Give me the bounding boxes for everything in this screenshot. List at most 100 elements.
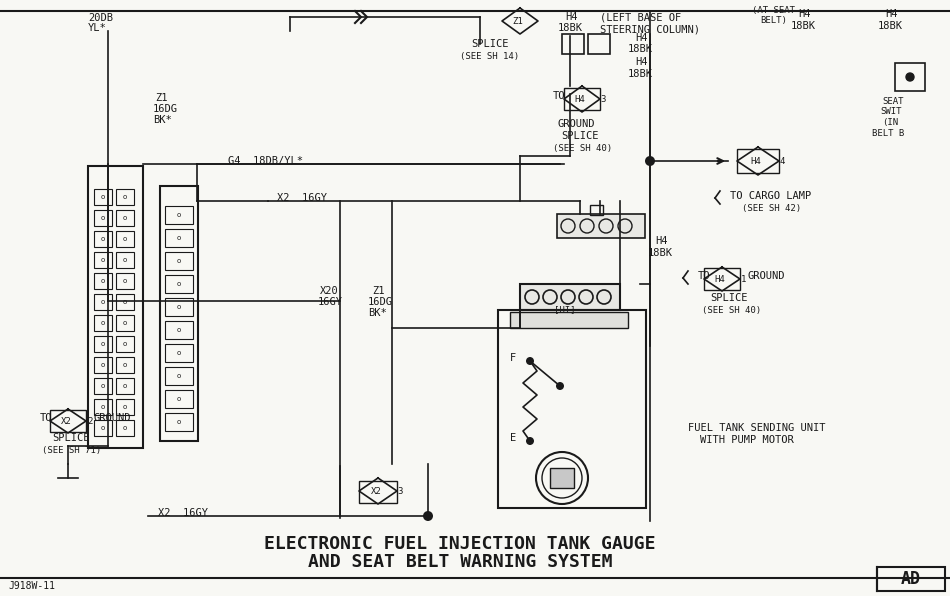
Text: 16DG: 16DG: [153, 104, 178, 114]
Text: o: o: [101, 215, 105, 221]
Text: o: o: [177, 281, 181, 287]
Text: E: E: [510, 433, 516, 443]
Bar: [50, 410, 86, 432]
Text: G4  18DB/YL*: G4 18DB/YL*: [228, 156, 303, 166]
Text: o: o: [177, 235, 181, 241]
Text: H4: H4: [885, 9, 898, 19]
Text: X2  16GY: X2 16GY: [277, 193, 327, 203]
Bar: [94, 420, 112, 436]
Text: H4: H4: [798, 9, 810, 19]
Bar: [116, 357, 134, 373]
Text: 18BK: 18BK: [628, 69, 653, 79]
Text: 16DG: 16DG: [368, 297, 393, 307]
Bar: [94, 357, 112, 373]
Text: o: o: [177, 396, 181, 402]
Text: o: o: [101, 194, 105, 200]
Text: SWIT: SWIT: [880, 107, 902, 116]
Text: 18BK: 18BK: [558, 23, 583, 33]
Text: TO CARGO LAMP: TO CARGO LAMP: [730, 191, 811, 201]
Bar: [590, 205, 603, 215]
Bar: [498, 310, 646, 508]
Text: YL*: YL*: [88, 23, 106, 33]
Bar: [94, 315, 112, 331]
Text: o: o: [177, 304, 181, 310]
Text: o: o: [177, 350, 181, 356]
Text: o: o: [123, 362, 127, 368]
Text: o: o: [123, 257, 127, 263]
Text: o: o: [101, 257, 105, 263]
Circle shape: [906, 73, 914, 81]
Bar: [165, 390, 193, 408]
Text: X2  16GY: X2 16GY: [158, 508, 208, 518]
Text: 4: 4: [779, 157, 785, 166]
Text: (IN: (IN: [882, 119, 898, 128]
Bar: [165, 413, 193, 431]
Bar: [165, 298, 193, 316]
Text: SPLICE: SPLICE: [710, 293, 748, 303]
Text: H4: H4: [655, 236, 668, 246]
Bar: [165, 275, 193, 293]
Text: STEERING COLUMN): STEERING COLUMN): [600, 24, 700, 34]
Text: o: o: [101, 404, 105, 410]
Bar: [562, 34, 584, 54]
Bar: [165, 252, 193, 270]
Text: 2: 2: [87, 417, 92, 426]
Bar: [116, 399, 134, 415]
Text: o: o: [101, 236, 105, 242]
Bar: [564, 88, 600, 110]
Text: 18BK: 18BK: [878, 21, 903, 31]
Bar: [737, 149, 779, 173]
Circle shape: [526, 437, 534, 445]
Text: o: o: [123, 425, 127, 431]
Text: TO: TO: [40, 413, 52, 423]
Text: (SEE SH 40): (SEE SH 40): [702, 306, 761, 315]
Text: F: F: [510, 353, 516, 363]
Text: (LEFT BASE OF: (LEFT BASE OF: [600, 12, 681, 22]
Text: Z1: Z1: [513, 17, 523, 26]
Bar: [359, 481, 397, 503]
Text: o: o: [123, 320, 127, 326]
Bar: [94, 378, 112, 394]
Text: (AT SEAT: (AT SEAT: [752, 7, 795, 15]
Bar: [588, 34, 610, 54]
Text: BELT B: BELT B: [872, 129, 904, 138]
Bar: [94, 273, 112, 289]
Bar: [116, 315, 134, 331]
Text: H4: H4: [635, 33, 648, 43]
Text: o: o: [177, 327, 181, 333]
Text: 3: 3: [600, 95, 605, 104]
Text: 20DB: 20DB: [88, 13, 113, 23]
Text: BELT): BELT): [760, 17, 787, 26]
Text: 18BK: 18BK: [648, 248, 673, 258]
Bar: [520, 284, 620, 310]
Circle shape: [423, 511, 433, 521]
Text: o: o: [101, 362, 105, 368]
Text: o: o: [101, 278, 105, 284]
Text: o: o: [123, 383, 127, 389]
Bar: [94, 336, 112, 352]
Text: J918W-11: J918W-11: [8, 581, 55, 591]
Text: X2: X2: [61, 417, 71, 426]
Text: X2: X2: [370, 486, 381, 495]
Bar: [165, 344, 193, 362]
Text: o: o: [177, 258, 181, 264]
Text: o: o: [123, 341, 127, 347]
Text: H4: H4: [565, 12, 578, 22]
Text: (SEE SH 40): (SEE SH 40): [553, 144, 612, 153]
Text: SPLICE: SPLICE: [471, 39, 509, 49]
Bar: [116, 231, 134, 247]
Text: GROUND: GROUND: [94, 413, 131, 423]
Bar: [895, 63, 925, 91]
Bar: [88, 166, 143, 448]
Text: GROUND: GROUND: [558, 119, 596, 129]
Text: Z1: Z1: [155, 93, 167, 103]
Text: o: o: [177, 419, 181, 425]
Bar: [165, 206, 193, 224]
Text: (SEE SH 71): (SEE SH 71): [42, 445, 101, 455]
Circle shape: [645, 156, 655, 166]
Text: X20: X20: [320, 286, 339, 296]
Bar: [510, 312, 628, 328]
Bar: [165, 367, 193, 385]
Bar: [704, 268, 740, 290]
Text: o: o: [101, 299, 105, 305]
